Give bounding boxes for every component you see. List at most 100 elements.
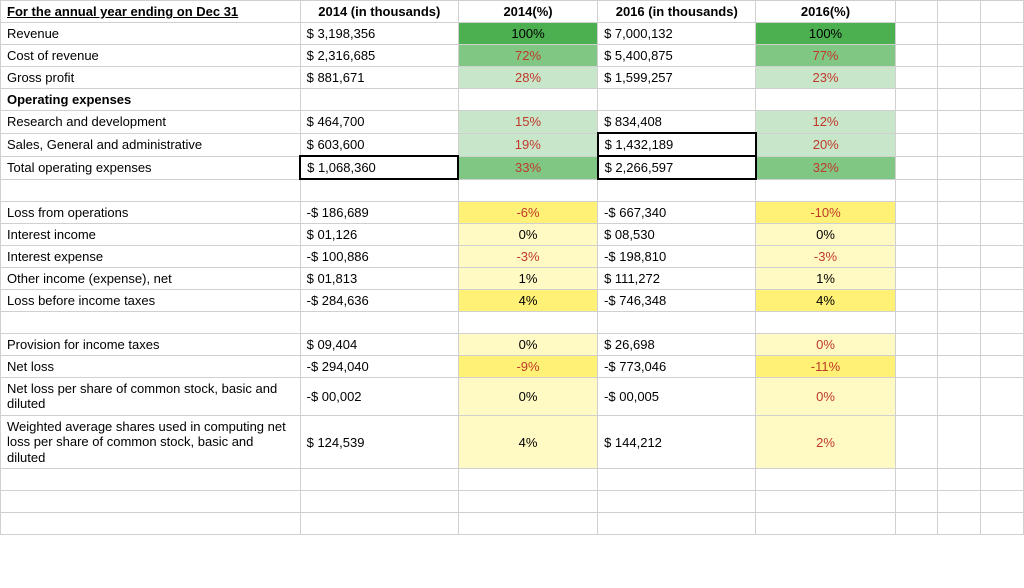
- empty-cell: [458, 311, 597, 333]
- empty-cell: [1, 491, 301, 513]
- value-2016: $ 834,408: [598, 111, 756, 134]
- table-row: Loss before income taxes-$ 284,6364%-$ 7…: [1, 289, 1024, 311]
- empty-cell: [895, 491, 938, 513]
- header-label: For the annual year ending on Dec 31: [1, 1, 301, 23]
- empty-cell: [300, 89, 458, 111]
- table-row: Interest income$ 01,1260%$ 08,5300%: [1, 223, 1024, 245]
- empty-cell: [938, 179, 981, 201]
- percent-2016: -10%: [756, 201, 895, 223]
- value-2016: $ 5,400,875: [598, 45, 756, 67]
- empty-cell: [756, 491, 895, 513]
- table-row: Provision for income taxes$ 09,4040%$ 26…: [1, 333, 1024, 355]
- empty-cell: [938, 267, 981, 289]
- empty-cell: [981, 289, 1024, 311]
- empty-cell: [938, 45, 981, 67]
- row-label: Sales, General and administrative: [1, 133, 301, 156]
- empty-cell: [981, 513, 1024, 535]
- row-label: Net loss per share of common stock, basi…: [1, 377, 301, 415]
- empty-cell: [895, 201, 938, 223]
- header-2016-percent: 2016(%): [756, 1, 895, 23]
- percent-2016: 77%: [756, 45, 895, 67]
- empty-cell: [981, 45, 1024, 67]
- table-row: Revenue$ 3,198,356100%$ 7,000,132100%: [1, 23, 1024, 45]
- empty-cell: [756, 89, 895, 111]
- percent-2016: 12%: [756, 111, 895, 134]
- value-2014: $ 603,600: [300, 133, 458, 156]
- empty-cell: [300, 513, 458, 535]
- header-blank: [981, 1, 1024, 23]
- table-row: Net loss per share of common stock, basi…: [1, 377, 1024, 415]
- header-2014-percent: 2014(%): [458, 1, 597, 23]
- empty-cell: [895, 513, 938, 535]
- percent-2014: 1%: [458, 267, 597, 289]
- value-2014: $ 01,813: [300, 267, 458, 289]
- value-2014: $ 1,068,360: [300, 156, 458, 179]
- empty-cell: [895, 45, 938, 67]
- percent-2016: 0%: [756, 377, 895, 415]
- percent-2014: 33%: [458, 156, 597, 179]
- empty-cell: [895, 89, 938, 111]
- empty-cell: [300, 179, 458, 201]
- empty-cell: [895, 333, 938, 355]
- empty-cell: [981, 333, 1024, 355]
- empty-cell: [981, 311, 1024, 333]
- empty-cell: [938, 67, 981, 89]
- table-row: Weighted average shares used in computin…: [1, 415, 1024, 469]
- empty-cell: [938, 111, 981, 134]
- empty-cell: [598, 89, 756, 111]
- empty-cell: [981, 491, 1024, 513]
- empty-cell: [938, 513, 981, 535]
- empty-cell: [938, 245, 981, 267]
- empty-cell: [938, 133, 981, 156]
- value-2014: $ 01,126: [300, 223, 458, 245]
- empty-cell: [938, 355, 981, 377]
- empty-cell: [895, 111, 938, 134]
- percent-2014: 15%: [458, 111, 597, 134]
- empty-cell: [895, 267, 938, 289]
- empty-cell: [938, 156, 981, 179]
- empty-cell: [895, 179, 938, 201]
- percent-2016: -3%: [756, 245, 895, 267]
- empty-cell: [938, 333, 981, 355]
- percent-2016: -11%: [756, 355, 895, 377]
- empty-cell: [895, 377, 938, 415]
- empty-cell: [938, 23, 981, 45]
- empty-cell: [981, 23, 1024, 45]
- row-label: Interest expense: [1, 245, 301, 267]
- value-2016: -$ 746,348: [598, 289, 756, 311]
- value-2016: -$ 00,005: [598, 377, 756, 415]
- value-2016: $ 144,212: [598, 415, 756, 469]
- empty-cell: [895, 415, 938, 469]
- value-2016: -$ 667,340: [598, 201, 756, 223]
- empty-cell: [598, 469, 756, 491]
- empty-cell: [895, 355, 938, 377]
- empty-cell: [598, 179, 756, 201]
- empty-cell: [895, 23, 938, 45]
- value-2016: $ 26,698: [598, 333, 756, 355]
- empty-cell: [981, 267, 1024, 289]
- percent-2016: 4%: [756, 289, 895, 311]
- row-label: Net loss: [1, 355, 301, 377]
- empty-cell: [300, 491, 458, 513]
- row-label: Loss before income taxes: [1, 289, 301, 311]
- empty-cell: [981, 223, 1024, 245]
- empty-cell: [895, 67, 938, 89]
- empty-cell: [938, 377, 981, 415]
- table-row: Sales, General and administrative$ 603,6…: [1, 133, 1024, 156]
- value-2016: $ 1,599,257: [598, 67, 756, 89]
- value-2016: $ 7,000,132: [598, 23, 756, 45]
- empty-cell: [458, 491, 597, 513]
- empty-cell: [1, 311, 301, 333]
- empty-cell: [895, 311, 938, 333]
- empty-cell: [458, 89, 597, 111]
- empty-cell: [981, 201, 1024, 223]
- empty-cell: [981, 89, 1024, 111]
- empty-cell: [1, 179, 301, 201]
- empty-cell: [300, 311, 458, 333]
- empty-cell: [895, 156, 938, 179]
- value-2016: $ 08,530: [598, 223, 756, 245]
- empty-cell: [895, 223, 938, 245]
- empty-cell: [981, 67, 1024, 89]
- table-row: [1, 179, 1024, 201]
- percent-2014: 4%: [458, 415, 597, 469]
